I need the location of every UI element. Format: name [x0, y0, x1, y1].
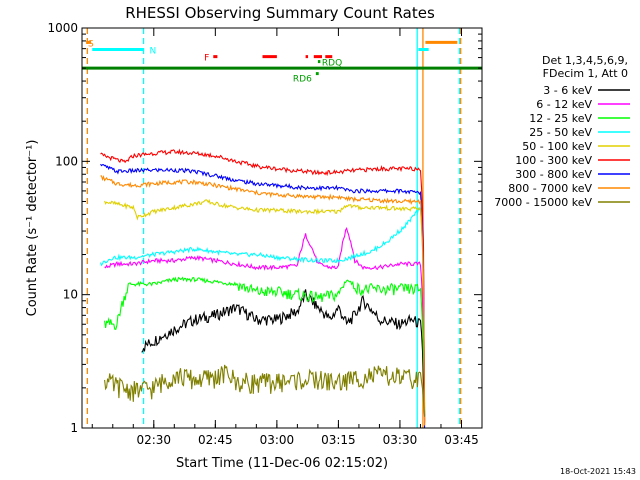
series-line-800-7000kev [100, 174, 426, 426]
legend-label-25-50kev: 25 - 50 keV [529, 126, 592, 139]
legend-label-3-6kev: 3 - 6 keV [543, 84, 592, 97]
legend-label-7000-15000kev: 7000 - 15000 keV [494, 196, 592, 209]
legend-header-line-1: FDecim 1, Att 0 [543, 67, 628, 80]
series-line-12-25kev [104, 276, 426, 413]
flag-f-label: F [204, 54, 209, 64]
series-line-300-800kev [100, 163, 426, 428]
x-tick-label-03:15: 03:15 [321, 433, 356, 447]
legend: Det 1,3,4,5,6,9,FDecim 1, Att 0 3 - 6 keV… [494, 54, 630, 209]
series-line-100-300kev [100, 148, 426, 423]
x-tick-label-03:00: 03:00 [260, 433, 295, 447]
series-line-6-12kev [104, 227, 426, 422]
x-tick-label-03:30: 03:30 [383, 433, 418, 447]
y-axis-label: Count Rate (s⁻¹ detector⁻¹) [25, 140, 40, 317]
series-line-50-100kev [104, 198, 426, 408]
legend-label-6-12kev: 6 - 12 keV [536, 98, 592, 111]
series-line-7000-15000kev [104, 364, 426, 417]
x-tick-label-03:45: 03:45 [444, 433, 479, 447]
legend-label-300-800kev: 300 - 800 keV [515, 168, 592, 181]
axis-ticks: 02:30 02:45 03:00 03:15 03:30 03:45 1 10 100 1000 [47, 21, 483, 447]
y-tick-label-10: 10 [63, 288, 78, 302]
legend-header-line-0: Det 1,3,4,5,6,9, [542, 54, 628, 67]
flag-n-label: N [150, 46, 157, 56]
flag-rd6-label: RD6 [293, 75, 312, 85]
y-tick-label-1: 1 [70, 421, 78, 435]
legend-label-12-25kev: 12 - 25 keV [529, 112, 592, 125]
footer-date: 18-Oct-2021 15:43 [560, 467, 636, 476]
x-axis-label: Start Time (11-Dec-06 02:15:02) [176, 456, 388, 471]
flag-rdq-label: RDQ [322, 59, 342, 69]
plot-frame [81, 27, 483, 429]
chart-title: RHESSI Observing Summary Count Rates [125, 4, 435, 22]
legend-label-100-300kev: 100 - 300 keV [515, 154, 592, 167]
plot-area: S N F RDQ RD6 [82, 28, 482, 428]
series-line-25-50kev [99, 207, 426, 412]
plot-clipped-group [82, 28, 482, 428]
y-tick-label-1000: 1000 [47, 21, 78, 35]
legend-label-800-7000kev: 800 - 7000 keV [508, 182, 592, 195]
x-tick-label-02:30: 02:30 [136, 433, 171, 447]
x-tick-label-02:45: 02:45 [198, 433, 233, 447]
y-tick-label-100: 100 [55, 154, 78, 168]
flag-s-label: S [88, 39, 94, 49]
legend-label-50-100kev: 50 - 100 keV [522, 140, 592, 153]
series-line-3-6kev [141, 289, 426, 416]
